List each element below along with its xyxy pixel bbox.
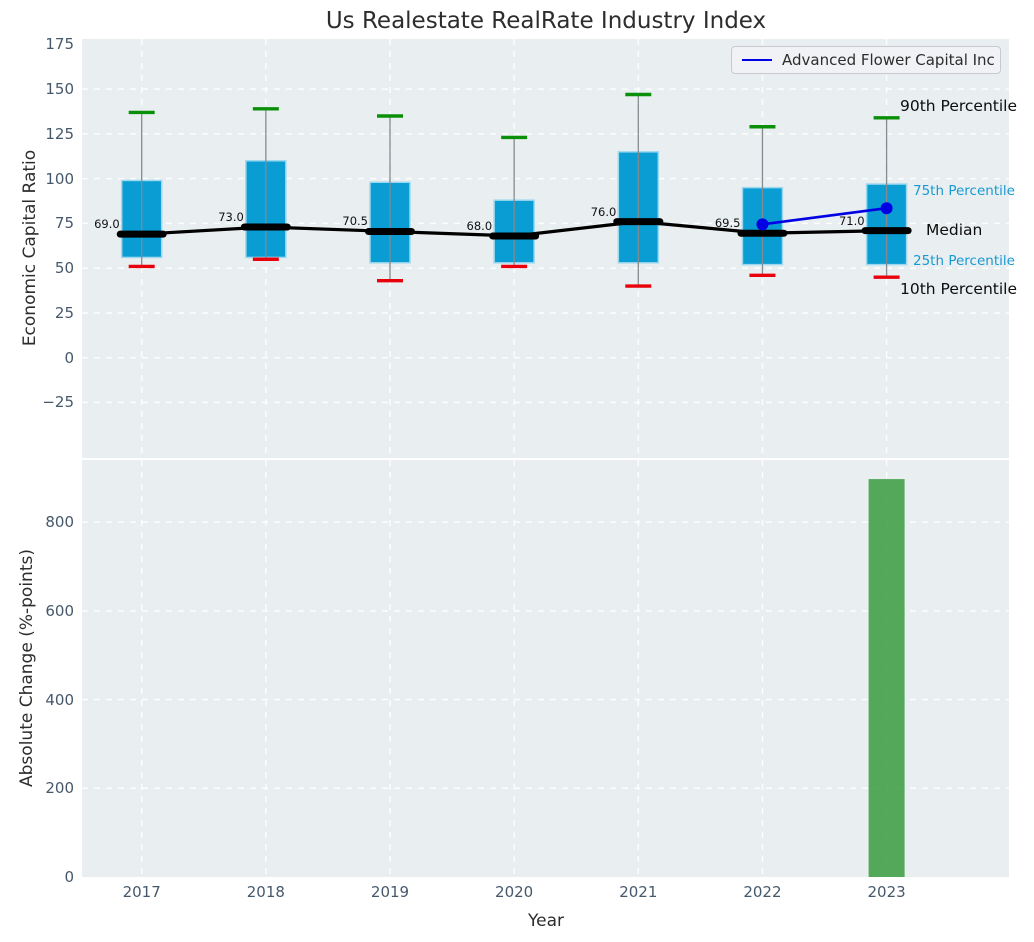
company-line (762, 206, 887, 226)
xtick-2019: 2019 (370, 883, 410, 901)
median-value-2023: 71.0 (838, 213, 865, 228)
median-value-2019: 70.5 (342, 214, 368, 229)
ytick-bottom-600: 600 (45, 601, 74, 620)
median-value-2022: 69.5 (714, 216, 741, 231)
ytick-bottom-200: 200 (45, 779, 74, 798)
side-label-median: Median (926, 220, 983, 239)
ytick-top-75: 75 (54, 214, 74, 233)
bottom-panel-canvas (82, 460, 1009, 877)
ytick-bottom-0: 0 (64, 868, 74, 886)
median-value-2020: 68.0 (466, 218, 493, 233)
median-marker-2019 (365, 227, 415, 235)
ytick-bottom-400: 400 (45, 690, 74, 709)
median-value-2021: 76.0 (590, 204, 617, 219)
side-label-10th-percentile: 10th Percentile (900, 279, 1018, 298)
xtick-2018: 2018 (246, 883, 285, 901)
median-marker-2017 (116, 230, 167, 238)
ytick-top-25: 25 (54, 303, 74, 322)
median-marker-2022 (737, 229, 788, 237)
ytick-top-50: 50 (54, 259, 74, 278)
ytick-top--25: −25 (42, 393, 74, 412)
top-panel-canvas (82, 39, 1009, 458)
xtick-2022: 2022 (743, 883, 782, 901)
side-label-75th-percentile: 75th Percentile (913, 183, 1015, 200)
xtick-2021: 2021 (619, 883, 658, 901)
x-axis-label: Year (528, 911, 564, 931)
chart-title: Us Realestate RealRate Industry Index (325, 8, 767, 34)
xtick-2023: 2023 (867, 883, 906, 901)
y-axis-label-bottom: Absolute Change (%-points) (17, 549, 37, 787)
top-panel (82, 39, 1009, 458)
median-marker-2023 (861, 227, 912, 235)
legend-label: Advanced Flower Capital Inc (782, 51, 995, 69)
median-value-2017: 69.0 (94, 217, 120, 232)
ytick-top-100: 100 (45, 169, 74, 188)
bar-2023 (868, 479, 905, 877)
legend-line-sample (742, 59, 772, 61)
company-point-2023 (880, 202, 893, 215)
company-point-2022 (756, 218, 769, 231)
xtick-2017: 2017 (122, 883, 161, 901)
ytick-bottom-800: 800 (45, 513, 74, 532)
side-label-90th-percentile: 90th Percentile (900, 97, 1018, 116)
ytick-top-0: 0 (64, 348, 74, 367)
ytick-top-150: 150 (45, 80, 74, 99)
ytick-top-175: 175 (45, 35, 74, 54)
median-marker-2018 (240, 223, 291, 231)
side-label-25th-percentile: 25th Percentile (913, 253, 1015, 270)
legend: Advanced Flower Capital Inc (731, 46, 1001, 74)
median-value-2018: 73.0 (218, 210, 244, 224)
median-marker-2021 (613, 218, 664, 226)
bottom-panel (82, 460, 1009, 877)
ytick-top-125: 125 (45, 124, 74, 143)
xtick-2020: 2020 (495, 883, 534, 901)
median-marker-2020 (489, 232, 540, 240)
